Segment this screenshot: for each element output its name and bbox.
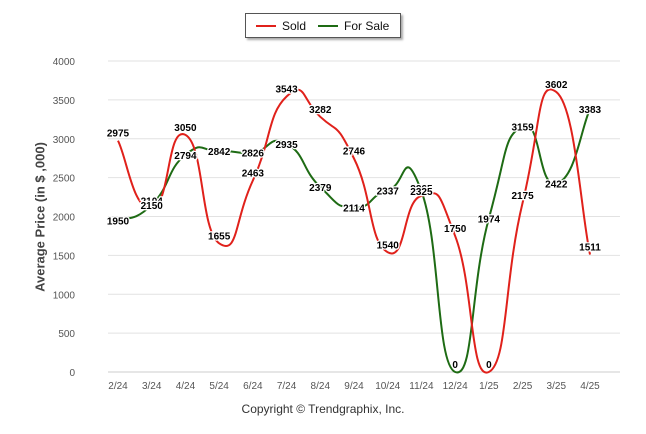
data-label-sold-8: 1540: [377, 240, 400, 251]
x-tick-label-8-24: 8/24: [311, 381, 331, 392]
y-tick-label-2500: 2500: [53, 174, 76, 185]
x-tick-label-12-24: 12/24: [443, 381, 468, 392]
data-label-for-sale-0: 1950: [107, 216, 130, 227]
legend-label-for-sale: For Sale: [344, 19, 390, 33]
x-tick-label-11-24: 11/24: [409, 381, 434, 392]
x-tick-label-4-24: 4/24: [176, 381, 196, 392]
data-label-sold-0: 2975: [107, 129, 130, 140]
x-tick-label-10-24: 10/24: [375, 381, 400, 392]
x-tick-label-3-24: 3/24: [142, 381, 162, 392]
copyright-footer: Copyright © Trendgraphix, Inc.: [241, 402, 405, 416]
data-label-sold-11: 0: [486, 360, 492, 371]
x-tick-label-4-25: 4/25: [580, 381, 600, 392]
data-label-sold-10: 1750: [444, 224, 467, 235]
data-label-for-sale-1: 2150: [141, 201, 164, 212]
data-label-for-sale-13: 2422: [545, 180, 568, 191]
data-label-for-sale-4: 2826: [242, 148, 265, 159]
data-label-for-sale-14: 3383: [579, 105, 602, 116]
data-label-for-sale-9: 2325: [410, 187, 433, 198]
data-label-sold-14: 1511: [579, 243, 601, 254]
y-axis-label: Average Price (in $ ,000): [32, 142, 48, 292]
x-tick-label-7-24: 7/24: [277, 381, 297, 392]
legend-item-for-sale[interactable]: For Sale: [318, 19, 389, 33]
y-tick-label-0: 0: [69, 368, 75, 379]
data-label-sold-13: 3602: [545, 80, 568, 91]
y-tick-label-1000: 1000: [53, 290, 76, 301]
data-label-for-sale-7: 2114: [343, 204, 365, 215]
data-labels: 2975 2104 3050 1655 2463 3543 3282 2746 1540 2265…: [106, 79, 603, 373]
legend-swatch-sold: [256, 25, 276, 27]
y-tick-label-4000: 4000: [53, 57, 76, 68]
data-label-sold-6: 3282: [309, 105, 332, 116]
data-label-for-sale-10: 0: [452, 360, 458, 371]
data-label-for-sale-5: 2935: [275, 140, 298, 151]
x-tick-label-3-25: 3/25: [547, 381, 567, 392]
y-tick-label-1500: 1500: [53, 251, 76, 262]
x-tick-label-5-24: 5/24: [209, 381, 229, 392]
x-axis-ticks: 2/24 3/24 4/24 5/24 6/24 7/24 8/24 9/24 10/24 11/…: [108, 381, 600, 392]
data-label-for-sale-8: 2337: [377, 186, 400, 197]
y-axis-ticks: 0 500 1000 1500 2000 2500 3000 3500 4000: [53, 57, 76, 379]
data-label-sold-9: 2265: [410, 184, 433, 195]
legend-label-sold: Sold: [282, 19, 307, 33]
data-label-sold-4: 2463: [242, 169, 265, 180]
data-label-for-sale-12: 3159: [511, 122, 534, 133]
gridlines: [108, 60, 620, 373]
x-tick-label-6-24: 6/24: [243, 381, 263, 392]
x-tick-label-9-24: 9/24: [344, 381, 364, 392]
data-label-for-sale-2: 2794: [174, 151, 197, 162]
y-tick-label-2000: 2000: [53, 213, 76, 224]
x-tick-label-2-24: 2/24: [108, 381, 128, 392]
y-tick-label-500: 500: [58, 329, 75, 340]
legend-swatch-for-sale: [318, 25, 338, 27]
y-tick-label-3500: 3500: [53, 96, 76, 107]
series-line-sold: [117, 88, 591, 374]
data-label-for-sale-11: 1974: [478, 215, 501, 226]
y-tick-label-3000: 3000: [53, 135, 76, 146]
data-label-for-sale-6: 2379: [309, 183, 332, 194]
x-tick-label-1-25: 1/25: [479, 381, 499, 392]
data-label-sold-1: 2104: [141, 196, 164, 207]
data-label-sold-3: 1655: [208, 231, 231, 242]
data-label-sold-7: 2746: [343, 146, 366, 157]
data-label-sold-2: 3050: [174, 123, 197, 134]
x-tick-label-2-25: 2/25: [513, 381, 533, 392]
data-label-sold-12: 2175: [511, 191, 534, 202]
legend-item-sold[interactable]: Sold: [256, 19, 306, 33]
series-lines: [117, 88, 591, 374]
data-label-sold-5: 3543: [275, 85, 298, 96]
data-label-for-sale-3: 2842: [208, 147, 231, 158]
series-line-for-sale: [117, 108, 591, 374]
legend: Sold For Sale: [245, 13, 401, 38]
